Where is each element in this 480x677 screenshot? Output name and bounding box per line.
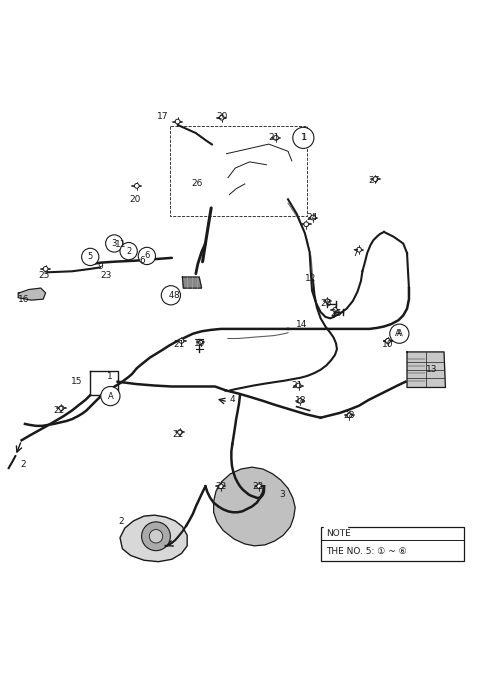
Text: 25: 25 (38, 271, 50, 280)
Circle shape (122, 244, 126, 248)
Text: 4: 4 (229, 395, 235, 404)
Text: 15: 15 (71, 377, 83, 386)
Circle shape (161, 286, 180, 305)
Text: 8: 8 (174, 291, 180, 300)
Text: 19: 19 (194, 338, 205, 348)
Circle shape (175, 119, 180, 124)
Text: 21: 21 (291, 381, 302, 390)
Text: 26: 26 (330, 309, 342, 318)
Text: 7: 7 (352, 248, 358, 257)
Circle shape (149, 529, 163, 543)
Text: 22: 22 (252, 482, 264, 491)
Text: 16: 16 (18, 294, 30, 304)
Text: 5: 5 (88, 253, 93, 261)
Circle shape (311, 215, 315, 220)
Text: 22: 22 (53, 406, 64, 415)
Polygon shape (120, 515, 187, 562)
Circle shape (138, 247, 156, 265)
Text: 14: 14 (296, 320, 307, 328)
Text: NOTE: NOTE (326, 529, 351, 538)
Circle shape (357, 247, 361, 252)
Text: 18: 18 (295, 397, 306, 406)
Polygon shape (18, 288, 46, 300)
Circle shape (293, 127, 314, 148)
Circle shape (304, 222, 309, 227)
Text: 23: 23 (100, 271, 111, 280)
Text: 22: 22 (172, 430, 183, 439)
Text: 12: 12 (305, 274, 317, 283)
Circle shape (325, 299, 329, 303)
Circle shape (385, 338, 390, 343)
Circle shape (59, 406, 64, 410)
Polygon shape (407, 352, 445, 387)
Text: 6: 6 (139, 256, 145, 265)
Circle shape (219, 115, 224, 120)
Text: 13: 13 (426, 365, 438, 374)
Text: 27: 27 (369, 175, 380, 185)
Circle shape (199, 341, 203, 345)
Text: 17: 17 (157, 112, 169, 121)
Circle shape (179, 338, 184, 343)
Text: 1: 1 (300, 133, 306, 142)
Text: 24: 24 (306, 213, 318, 222)
Text: 21: 21 (268, 133, 279, 142)
Text: A: A (396, 329, 402, 338)
Text: 9: 9 (97, 262, 103, 271)
Text: 28: 28 (344, 411, 355, 420)
Circle shape (142, 522, 170, 550)
Circle shape (106, 235, 123, 252)
Text: A: A (108, 391, 113, 401)
Circle shape (218, 484, 223, 489)
Circle shape (347, 413, 352, 418)
Circle shape (333, 307, 337, 312)
Text: THE NO. 5: ① ~ ⑥: THE NO. 5: ① ~ ⑥ (326, 547, 407, 556)
Text: 26: 26 (191, 179, 203, 188)
Text: A: A (396, 329, 401, 338)
Polygon shape (182, 277, 202, 288)
Text: 11: 11 (115, 240, 127, 249)
Circle shape (296, 383, 301, 388)
Text: 20: 20 (130, 195, 141, 204)
Circle shape (373, 177, 378, 181)
Text: 1: 1 (107, 372, 112, 381)
Text: 1: 1 (301, 133, 306, 142)
Text: 3: 3 (111, 239, 117, 248)
Text: 2: 2 (118, 517, 124, 526)
Circle shape (298, 399, 302, 403)
Circle shape (178, 430, 182, 435)
Text: 26: 26 (321, 299, 332, 309)
Text: 20: 20 (216, 112, 228, 121)
Circle shape (274, 135, 278, 140)
Text: 3: 3 (279, 490, 285, 499)
Text: 21: 21 (173, 340, 184, 349)
Bar (321, 527, 464, 561)
Circle shape (257, 484, 262, 489)
Text: 22: 22 (215, 482, 227, 491)
Circle shape (134, 183, 139, 188)
Text: 10: 10 (382, 340, 394, 349)
Text: 6: 6 (144, 251, 150, 261)
Text: 2: 2 (20, 460, 26, 468)
Circle shape (390, 324, 409, 343)
Text: 4: 4 (168, 291, 173, 300)
Circle shape (101, 387, 120, 406)
Text: 2: 2 (126, 246, 131, 256)
Polygon shape (214, 467, 295, 546)
Circle shape (82, 248, 99, 265)
Circle shape (43, 267, 48, 271)
Circle shape (385, 338, 390, 343)
Circle shape (120, 242, 137, 260)
